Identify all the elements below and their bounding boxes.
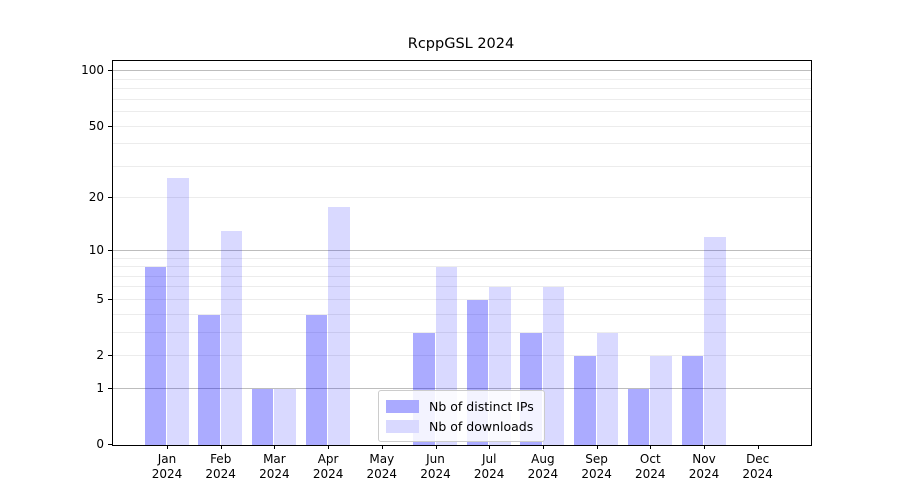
- x-tick-label: Jul 2024: [462, 452, 516, 482]
- bar-downloads: [167, 178, 189, 445]
- gridline-minor: [113, 266, 811, 268]
- x-tick-mark: [435, 445, 437, 449]
- bar-distinct-ips: [144, 267, 166, 445]
- y-tick-mark: [108, 70, 112, 72]
- x-tick-year: 2024: [527, 467, 559, 481]
- gridline-minor: [113, 78, 811, 80]
- gridline-minor: [113, 111, 811, 113]
- x-tick-mark: [220, 445, 222, 449]
- gridline-major: [113, 70, 811, 72]
- bar-downloads: [704, 237, 726, 445]
- y-tick-mark: [108, 355, 112, 356]
- plot-area: [112, 60, 812, 446]
- x-tick-mark: [596, 445, 598, 449]
- y-tick-label: 20: [88, 190, 104, 205]
- gridline-minor: [113, 143, 811, 145]
- x-tick-mark: [757, 445, 759, 449]
- x-tick-year: 2024: [366, 467, 398, 481]
- legend-item-ips: Nb of distinct IPs: [386, 396, 534, 416]
- bar-distinct-ips: [574, 356, 596, 445]
- y-tick-mark: [108, 197, 112, 199]
- x-tick-mark: [542, 445, 544, 449]
- y-tick-label: 1: [96, 380, 104, 395]
- gridline-minor: [113, 355, 811, 357]
- gridline-minor: [113, 275, 811, 277]
- x-tick-label: Apr 2024: [301, 452, 355, 482]
- y-tick-label: 2: [96, 348, 104, 362]
- x-tick-year: 2024: [205, 467, 236, 481]
- gridline-minor: [113, 88, 811, 90]
- x-tick-label: May 2024: [355, 452, 409, 482]
- gridline-major: [113, 387, 811, 389]
- x-tick-mark: [167, 445, 168, 449]
- x-tick-year: 2024: [420, 467, 451, 481]
- gridline-minor: [113, 331, 811, 333]
- x-tick-label: Dec 2024: [731, 452, 785, 482]
- x-tick-year: 2024: [742, 467, 773, 481]
- gridline-minor: [113, 286, 811, 288]
- gridline-minor: [113, 313, 811, 315]
- bar-distinct-ips: [305, 314, 328, 445]
- chart-title: RcppGSL 2024: [407, 36, 515, 52]
- gridline-minor: [113, 165, 811, 167]
- y-tick-mark: [108, 387, 112, 389]
- x-tick-label: Nov 2024: [677, 452, 731, 482]
- y-tick-label: 100: [81, 63, 104, 78]
- x-tick-year: 2024: [581, 467, 612, 481]
- x-tick-mark: [328, 445, 330, 449]
- bar-distinct-ips: [251, 388, 274, 445]
- gridline-minor: [113, 298, 811, 300]
- x-tick-year: 2024: [259, 467, 290, 481]
- x-tick-label: Aug 2024: [516, 452, 570, 482]
- bar-distinct-ips: [627, 388, 650, 445]
- y-tick-mark: [108, 444, 112, 445]
- x-tick-year: 2024: [151, 467, 183, 481]
- x-tick-label: Mar 2024: [247, 452, 301, 482]
- x-tick-mark: [650, 445, 652, 449]
- x-tick-mark: [704, 445, 705, 449]
- y-tick-mark: [108, 298, 112, 300]
- x-tick-mark: [274, 445, 276, 449]
- bar-downloads: [650, 356, 672, 445]
- y-tick-mark: [108, 249, 112, 251]
- x-tick-year: 2024: [473, 467, 505, 481]
- y-tick-label: 10: [88, 242, 104, 257]
- bar-downloads: [542, 287, 565, 445]
- bar-distinct-ips: [681, 356, 703, 445]
- x-tick-mark: [489, 445, 491, 449]
- legend-label-ips: Nb of distinct IPs: [429, 398, 534, 414]
- y-tick-label: 50: [88, 118, 104, 133]
- bar-downloads: [274, 388, 296, 445]
- gridline-minor: [113, 98, 811, 100]
- gridline-minor: [113, 257, 811, 259]
- ips-swatch: [386, 399, 419, 413]
- bar-distinct-ips: [198, 314, 220, 445]
- x-tick-year: 2024: [688, 467, 720, 481]
- bar-downloads: [220, 231, 243, 445]
- x-tick-label: Feb 2024: [194, 452, 248, 482]
- legend-label-downloads: Nb of downloads: [429, 418, 534, 434]
- x-tick-label: Oct 2024: [623, 452, 677, 482]
- y-tick-mark: [108, 125, 112, 127]
- x-tick-year: 2024: [312, 467, 344, 481]
- bar-downloads: [328, 206, 350, 445]
- x-tick-label: Sep 2024: [570, 452, 624, 482]
- x-tick-label: Jun 2024: [409, 452, 463, 482]
- x-tick-mark: [381, 445, 383, 449]
- legend-item-downloads: Nb of downloads: [386, 416, 534, 436]
- legend: Nb of distinct IPs Nb of downloads: [378, 390, 545, 442]
- gridline-minor: [113, 125, 811, 127]
- bar-downloads: [596, 332, 619, 445]
- y-tick-label: 5: [96, 291, 104, 306]
- gridline-major: [113, 249, 811, 251]
- y-tick-label: 0: [96, 437, 104, 451]
- x-tick-label: Jan 2024: [140, 452, 194, 482]
- gridline-minor: [113, 197, 811, 199]
- x-tick-year: 2024: [635, 467, 666, 481]
- downloads-swatch: [386, 419, 419, 433]
